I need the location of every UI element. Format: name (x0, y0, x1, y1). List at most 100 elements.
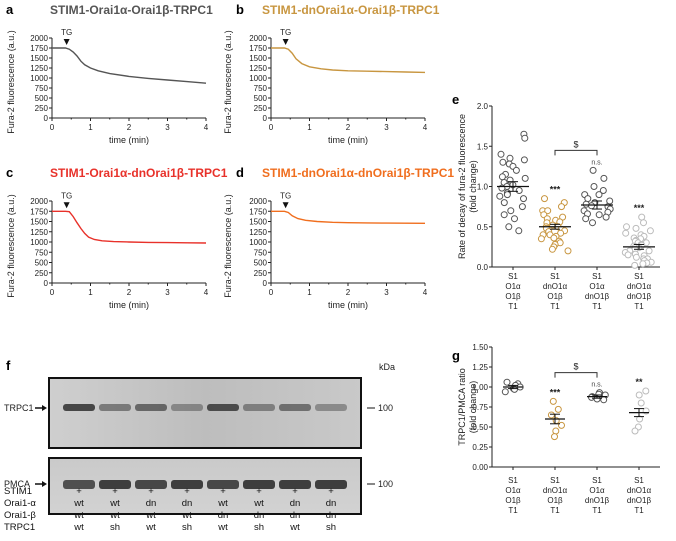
data-point (584, 195, 592, 203)
y-tick-label: 0.75 (472, 403, 488, 412)
y-tick-label: 1500 (249, 54, 267, 63)
condition-value: sh (254, 522, 264, 533)
data-point (506, 154, 514, 162)
data-point (640, 219, 647, 227)
group-label: O1β (505, 292, 521, 301)
blot-band (63, 480, 95, 489)
blot-band (207, 480, 239, 489)
y-tick-label: 0.50 (472, 423, 488, 432)
group-label: T1 (634, 506, 644, 515)
data-point (623, 223, 630, 231)
y-tick-label: 250 (254, 104, 268, 113)
data-point (645, 247, 653, 255)
blot-panel (48, 377, 362, 449)
panel-letter-f: f (6, 358, 11, 373)
group-label: O1α (505, 282, 521, 291)
data-point (638, 213, 646, 221)
bracket-label: $ (573, 139, 578, 149)
significance-label: *** (550, 387, 561, 397)
group-label: dnO1α (543, 282, 568, 291)
y-axis-label: (fold change) (468, 160, 478, 213)
blot-band (243, 404, 275, 411)
chart-title: STIM1-dnOrai1α-dnOrai1β-TRPC1 (262, 166, 454, 180)
y-tick-label: 250 (35, 104, 49, 113)
blot-band (315, 404, 347, 411)
data-point (631, 427, 639, 435)
y-tick-label: 1.0 (477, 183, 489, 192)
y-tick-label: 1250 (30, 228, 48, 237)
condition-value: sh (182, 522, 192, 533)
condition-value: + (256, 486, 262, 497)
x-tick-label: 3 (165, 288, 170, 297)
panel-letter-g: g (452, 348, 460, 363)
group-label: O1β (547, 292, 563, 301)
band-label: TRPC1 (4, 403, 34, 413)
data-point (631, 261, 639, 269)
condition-value: wt (73, 522, 84, 533)
data-point (548, 245, 556, 253)
group-label: S1 (634, 476, 644, 485)
data-point (537, 235, 545, 243)
data-point (599, 187, 607, 194)
tg-arrow-icon (63, 202, 70, 209)
group-label: S1 (550, 476, 560, 485)
condition-value: wt (73, 498, 84, 509)
group-label: dnO1β (627, 496, 652, 505)
blot-band (135, 480, 167, 489)
condition-label: Orai1-β (4, 510, 36, 521)
group-label: dnO1β (627, 292, 652, 301)
data-point (639, 260, 647, 268)
group-label: T1 (550, 506, 560, 515)
group-label: O1β (505, 496, 521, 505)
panel-letter-d: d (236, 165, 244, 180)
y-tick-label: 0.25 (472, 443, 488, 452)
y-tick-label: 750 (254, 248, 268, 257)
y-axis-label: Rate of decay of fura-2 fluorescence (457, 114, 467, 259)
y-axis-label: Fura-2 fluorescence (a.u.) (6, 30, 16, 134)
tg-annotation: TG (61, 28, 72, 37)
y-tick-label: 0 (263, 279, 268, 288)
y-tick-label: 1250 (30, 64, 48, 73)
data-point (547, 411, 555, 419)
panel-letter-a: a (6, 2, 14, 17)
marker-label: 100 (378, 479, 393, 489)
data-point (520, 156, 528, 164)
x-tick-label: 2 (127, 288, 132, 297)
y-axis-label: Fura-2 fluorescence (a.u.) (6, 194, 16, 298)
x-tick-label: 1 (307, 288, 312, 297)
x-tick-label: 0 (50, 123, 55, 132)
trace-line (271, 47, 426, 74)
y-tick-label: 500 (254, 259, 268, 268)
group-label: T1 (508, 506, 518, 515)
y-tick-label: 2.0 (477, 102, 489, 111)
group-label: dnO1α (627, 486, 652, 495)
significance-label: n.s. (591, 159, 602, 166)
y-tick-label: 0 (263, 114, 268, 123)
trace-line (52, 47, 207, 84)
y-axis-label: Fura-2 fluorescence (a.u.) (223, 194, 233, 298)
y-tick-label: 1.50 (472, 343, 488, 352)
data-point (642, 387, 650, 395)
condition-value: + (148, 486, 154, 497)
y-tick-label: 1500 (30, 54, 48, 63)
y-tick-label: 500 (35, 259, 49, 268)
condition-label: TRPC1 (4, 522, 35, 533)
y-tick-label: 2000 (30, 197, 48, 206)
data-point (551, 433, 558, 441)
y-axis-label: Fura-2 fluorescence (a.u.) (223, 30, 233, 134)
data-point (602, 213, 610, 221)
condition-value: wt (289, 522, 300, 533)
group-label: T1 (550, 302, 560, 311)
group-label: T1 (634, 302, 644, 311)
y-tick-label: 1750 (30, 44, 48, 53)
blot-band (99, 480, 131, 489)
condition-value: + (292, 486, 298, 497)
panel-letter-b: b (236, 2, 244, 17)
blot-band (207, 404, 239, 411)
tg-annotation: TG (280, 28, 291, 37)
y-tick-label: 750 (35, 84, 49, 93)
chart-title: STIM1-Orai1α-Orai1β-TRPC1 (50, 3, 213, 17)
chart-title: STIM1-Orai1α-dnOrai1β-TRPC1 (50, 166, 228, 180)
group-label: O1α (589, 282, 605, 291)
y-tick-label: 1250 (249, 228, 267, 237)
